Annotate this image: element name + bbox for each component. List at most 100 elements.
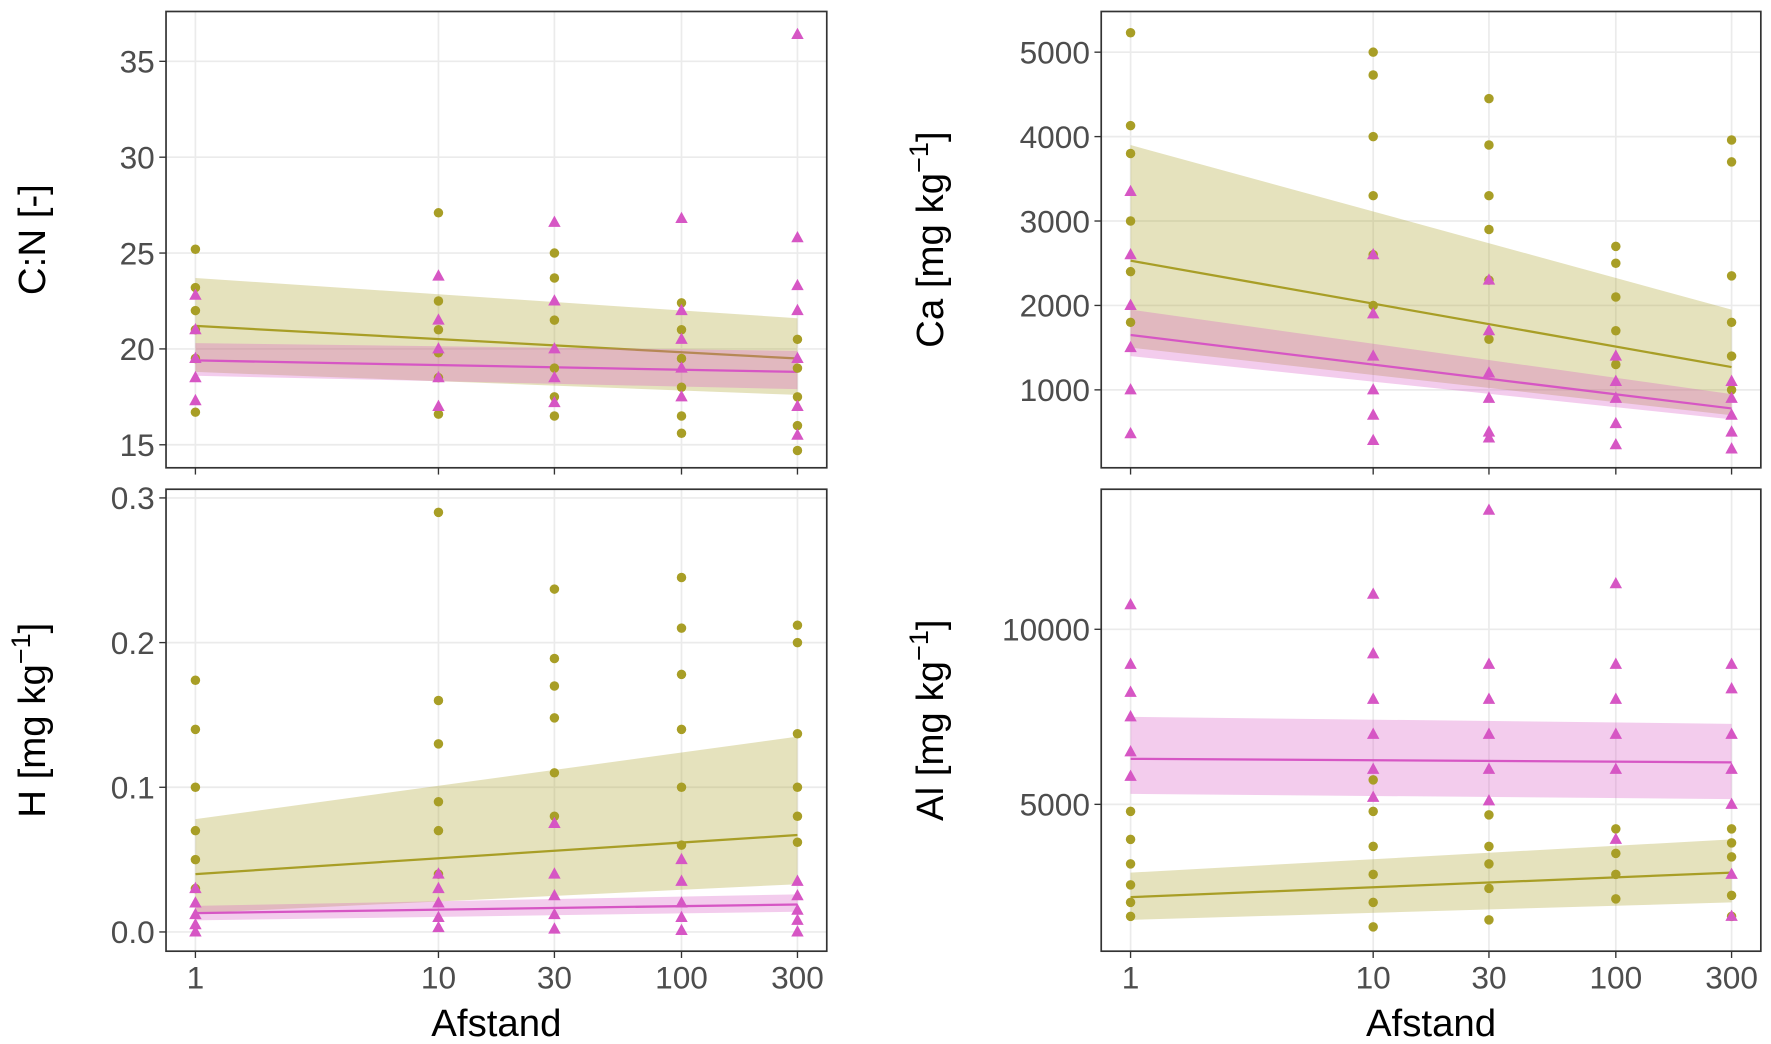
point bbox=[1482, 273, 1496, 285]
point bbox=[1725, 762, 1738, 774]
point bbox=[1125, 897, 1136, 908]
point bbox=[1366, 307, 1380, 319]
point bbox=[189, 907, 202, 920]
y-axis-label-part: H [mg kg bbox=[11, 664, 54, 818]
point bbox=[1726, 852, 1737, 862]
point bbox=[791, 874, 804, 886]
point bbox=[1609, 832, 1623, 844]
point bbox=[675, 852, 688, 865]
point bbox=[1725, 909, 1738, 921]
point bbox=[1611, 824, 1621, 834]
confidence-band bbox=[195, 277, 798, 395]
point bbox=[189, 351, 202, 364]
x-tick-label: 300 bbox=[1705, 959, 1758, 995]
x-tick-label: 10 bbox=[1356, 959, 1391, 995]
fit-line bbox=[1130, 871, 1732, 899]
point bbox=[190, 407, 201, 417]
point bbox=[1368, 869, 1378, 880]
y-tick-label: 0.0 bbox=[111, 914, 155, 950]
y-tick-label: 30 bbox=[120, 139, 155, 175]
point bbox=[1366, 647, 1380, 659]
point bbox=[676, 298, 687, 308]
point bbox=[676, 353, 687, 364]
point bbox=[1726, 385, 1737, 395]
point bbox=[432, 881, 445, 894]
y-axis-label-part: ] bbox=[11, 623, 54, 634]
panel-border bbox=[165, 488, 828, 953]
point bbox=[189, 917, 202, 930]
point bbox=[433, 325, 444, 335]
confidence-band bbox=[1130, 839, 1732, 920]
point bbox=[549, 411, 560, 421]
point bbox=[1368, 922, 1378, 932]
point bbox=[1368, 47, 1378, 57]
point bbox=[549, 315, 560, 325]
point bbox=[791, 303, 804, 316]
point bbox=[791, 913, 804, 925]
point bbox=[1124, 184, 1137, 196]
point bbox=[1482, 431, 1496, 443]
y-tick-label: 0.1 bbox=[111, 770, 155, 806]
point bbox=[1366, 383, 1380, 395]
point bbox=[1124, 298, 1137, 310]
point bbox=[190, 854, 201, 865]
point bbox=[675, 923, 688, 936]
point bbox=[548, 889, 561, 901]
point bbox=[189, 370, 202, 383]
point bbox=[1725, 797, 1738, 809]
point bbox=[792, 837, 803, 847]
point bbox=[1609, 577, 1623, 589]
point bbox=[549, 248, 560, 258]
point bbox=[1611, 894, 1621, 904]
point bbox=[1125, 317, 1136, 328]
y-tick-label: 25 bbox=[120, 235, 155, 271]
y-axis-label-part: Al [mg kg bbox=[909, 661, 952, 821]
point bbox=[190, 825, 201, 836]
y-axis-label: H [mg kg−1] bbox=[5, 623, 55, 818]
y-tick-label: 0.2 bbox=[111, 625, 155, 661]
point bbox=[791, 278, 804, 291]
x-tick-label: 100 bbox=[655, 959, 708, 995]
point bbox=[1124, 745, 1137, 757]
fit-line bbox=[195, 324, 798, 360]
point bbox=[1125, 880, 1136, 890]
fit-line bbox=[1130, 757, 1732, 764]
point bbox=[189, 925, 202, 937]
point bbox=[791, 27, 804, 40]
point bbox=[1611, 359, 1621, 370]
point bbox=[1726, 271, 1737, 281]
point bbox=[190, 305, 201, 316]
point bbox=[675, 390, 688, 402]
y-axis-label-part: −1 bbox=[903, 630, 934, 661]
point bbox=[1484, 140, 1494, 150]
point bbox=[1484, 224, 1494, 235]
point bbox=[432, 399, 445, 411]
point bbox=[1609, 437, 1623, 450]
y-axis-label-part: −1 bbox=[903, 142, 934, 173]
point bbox=[1609, 374, 1623, 386]
point bbox=[548, 867, 561, 879]
x-tick-label: 100 bbox=[1589, 959, 1642, 995]
point bbox=[791, 428, 804, 440]
point bbox=[675, 332, 688, 344]
point bbox=[190, 782, 201, 793]
confidence-band bbox=[1130, 145, 1732, 416]
y-tick-label: 5000 bbox=[1020, 787, 1090, 823]
panel-border bbox=[165, 10, 828, 469]
y-tick-label: 10000 bbox=[1002, 612, 1090, 648]
point bbox=[1611, 326, 1621, 336]
point bbox=[1609, 692, 1623, 704]
point bbox=[676, 325, 687, 335]
point bbox=[1609, 762, 1623, 774]
point bbox=[1484, 859, 1494, 869]
point bbox=[1368, 190, 1378, 201]
point bbox=[1368, 841, 1378, 852]
point bbox=[189, 896, 202, 908]
point bbox=[433, 296, 444, 306]
point bbox=[1482, 503, 1496, 515]
point bbox=[1725, 682, 1738, 694]
point bbox=[676, 782, 687, 793]
point bbox=[1482, 727, 1496, 739]
point bbox=[549, 653, 560, 664]
